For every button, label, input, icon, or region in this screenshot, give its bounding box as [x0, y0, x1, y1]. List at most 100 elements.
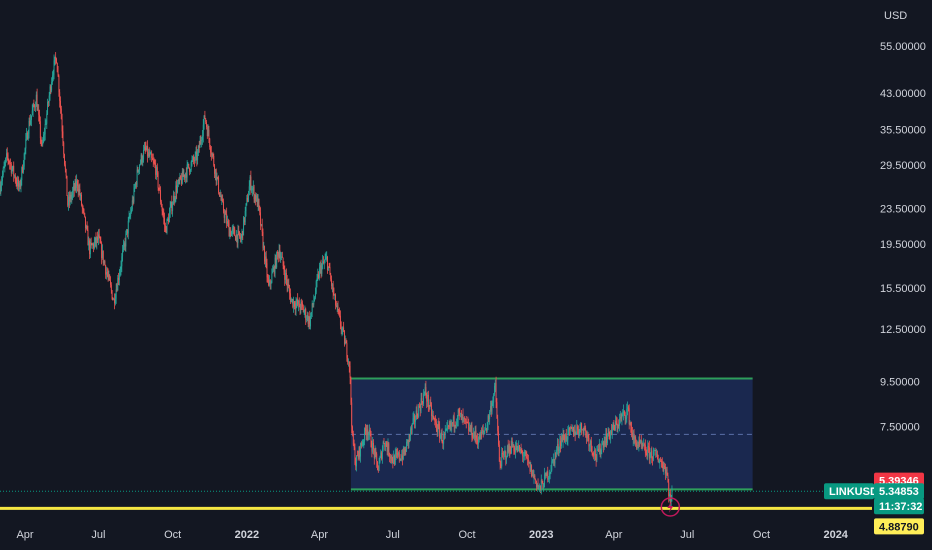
candle-body — [399, 458, 401, 460]
candle-body — [552, 459, 554, 462]
candle-body — [294, 306, 296, 310]
candle-body — [276, 252, 278, 268]
candle-body — [234, 229, 236, 237]
candle-body — [372, 443, 374, 452]
candle-body — [648, 447, 650, 459]
x-tick-label: Apr — [311, 529, 328, 541]
candle-body — [563, 434, 565, 439]
candle-body — [644, 444, 646, 453]
candle-body — [438, 423, 440, 427]
candle-body — [193, 160, 195, 162]
candle-body — [489, 411, 491, 419]
x-tick-label: Oct — [458, 529, 475, 541]
candle-body — [476, 437, 478, 440]
candle-body — [564, 438, 566, 442]
candle-body — [292, 299, 294, 308]
candle-body — [574, 429, 576, 435]
candle-body — [523, 455, 524, 457]
lightning-icon[interactable] — [660, 497, 681, 517]
candle-body — [64, 154, 65, 165]
candle-body — [270, 282, 272, 284]
candle-body — [278, 250, 280, 257]
candle-body — [188, 163, 190, 168]
candle-body — [302, 306, 304, 313]
candle-body — [255, 194, 257, 202]
candle-body — [160, 190, 161, 202]
candle-body — [518, 445, 520, 447]
candle-body — [125, 233, 127, 247]
candle-body — [627, 407, 629, 409]
candle-body — [627, 407, 629, 409]
candle-body — [82, 207, 84, 210]
x-tick-label: Apr — [605, 529, 622, 541]
candle-body — [355, 463, 357, 467]
candle-body — [231, 231, 232, 236]
candle-body — [651, 450, 653, 459]
candle-body — [494, 385, 495, 395]
candle-body — [319, 265, 321, 268]
candle-body — [127, 221, 129, 234]
candle-body — [581, 429, 583, 431]
candle-body — [89, 242, 91, 255]
candle-body — [548, 473, 550, 478]
candle-body — [81, 194, 82, 206]
candle-body — [224, 213, 226, 218]
candle-body — [537, 484, 539, 487]
candle-body — [377, 469, 379, 471]
candle-body — [335, 305, 337, 307]
x-tick-label: Jul — [386, 529, 400, 541]
candle-body — [205, 118, 207, 123]
candle-body — [37, 109, 39, 111]
candle-body — [36, 94, 38, 111]
candle-body — [311, 303, 313, 313]
candle-body — [302, 303, 303, 307]
candle-body — [482, 429, 484, 432]
y-tick-label: 43.00000 — [880, 88, 926, 100]
candle-body — [85, 216, 86, 229]
candle-body — [509, 445, 511, 453]
candle-body — [380, 452, 382, 458]
candle-body — [370, 433, 372, 448]
candle-body — [635, 437, 637, 443]
candle-body — [669, 493, 671, 506]
candle-body — [449, 422, 451, 427]
candle-body — [35, 106, 36, 108]
candle-body — [522, 452, 524, 457]
candle-body — [12, 165, 14, 169]
y-tick-label: 29.50000 — [880, 160, 926, 172]
candle-body — [601, 444, 603, 451]
candle-body — [477, 441, 479, 445]
candle-body — [436, 429, 438, 433]
candle-body — [293, 301, 295, 307]
candle-body — [322, 261, 324, 266]
candle-body — [450, 422, 452, 427]
candle-body — [49, 86, 51, 96]
candle-body — [279, 250, 281, 259]
candle-body — [196, 151, 198, 161]
candle-body — [536, 484, 538, 487]
candle-body — [418, 405, 420, 418]
candle-body — [371, 447, 373, 452]
candle-body — [652, 451, 654, 460]
candle-body — [544, 473, 546, 475]
candle-body — [434, 418, 436, 421]
candle-body — [264, 246, 266, 262]
candle-body — [451, 422, 453, 427]
candle-body — [667, 475, 669, 483]
candle-body — [31, 110, 33, 116]
candle-body — [243, 217, 245, 223]
candle-body — [285, 273, 287, 280]
candle-body — [390, 455, 392, 459]
candle-body — [103, 261, 105, 263]
event-layer[interactable] — [660, 497, 681, 517]
candle-body — [33, 104, 35, 106]
candle-body — [16, 182, 18, 187]
candle-body — [530, 465, 532, 472]
candle-body — [465, 418, 467, 422]
candle-body — [167, 218, 169, 220]
candle-body — [248, 186, 250, 196]
candle-body — [340, 325, 342, 331]
candle-body — [633, 435, 635, 439]
